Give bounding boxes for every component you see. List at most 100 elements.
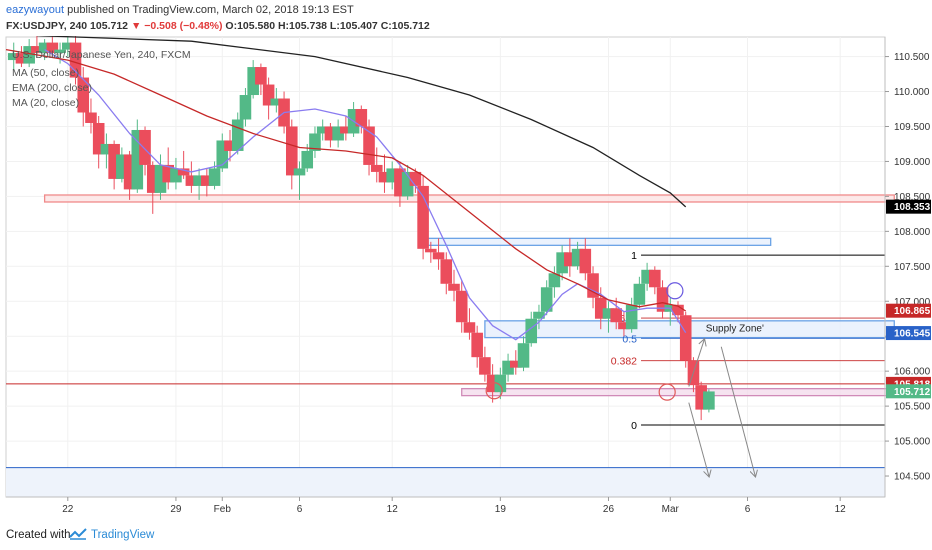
candle-down [139,129,151,165]
candle-up [216,140,229,169]
candle-down [15,53,28,64]
candle-down [177,168,190,176]
time-tick-label: 29 [170,504,182,515]
publish-line: eazywayout published on TradingView.com,… [6,4,354,16]
candle-up [54,49,66,54]
indicator-label: EMA (200, close) [12,82,92,94]
candle-down [649,269,661,288]
candle-down [656,287,669,312]
candle-up [301,150,314,169]
tradingview-brand[interactable]: TradingView [91,529,155,541]
candle-up [540,287,553,312]
candle-down [324,126,337,141]
ma50-line [5,48,687,312]
candle-down [262,84,275,106]
candle-down [224,140,236,151]
price-tick-label: 107.500 [894,262,931,273]
fib-level-label: 0.382 [611,356,637,368]
price-tick-label: 109.500 [894,122,931,133]
time-tick-label: 26 [603,504,615,515]
candle-down [594,297,607,319]
zone-purple-3 [461,387,895,397]
candle-up [61,42,74,50]
time-tick-label: 12 [835,504,847,515]
time-tick-label: 12 [387,504,399,515]
candle-up [154,164,167,193]
candle-up [703,391,715,410]
time-tick-label: 6 [297,504,303,515]
candle-down [394,168,406,197]
candle-up [625,304,638,330]
candle-down [579,248,592,274]
candle-up [100,143,113,155]
candle-up [231,119,244,151]
tradingview-logo-icon [69,528,87,540]
candle-down [85,112,97,123]
candle-down [432,252,445,260]
candle-down [672,304,684,316]
candle-down [370,164,383,172]
time-tick-label: Mar [662,504,680,515]
candle-down [146,164,159,193]
candle-down [285,126,298,176]
price-label: 105.712 [894,387,931,398]
candle-down [77,77,90,113]
candle-down [340,126,352,134]
candle-up [332,126,344,141]
marker-circle [666,282,684,300]
fib-level-label: 0.5 [622,333,637,345]
footer: Created with TradingView [0,520,932,550]
candle-down [185,175,198,186]
zone-red-0 [43,194,895,203]
price-label-box [886,384,931,399]
candle-down [509,360,522,368]
candle-down [695,385,707,410]
time-tick-label: 22 [62,504,74,515]
candle-up [533,311,545,319]
time-tick-label: Feb [214,504,232,515]
author-link[interactable]: eazywayout [6,4,65,16]
price-label-box [886,303,931,318]
projection-arrow [688,402,709,476]
candle-down [679,315,692,361]
time-tick-label: 19 [495,504,507,515]
candle-down [440,259,453,284]
candle-up [548,273,561,288]
candle-up [633,283,646,305]
candle-down [162,164,174,183]
candle-down [587,273,599,298]
candle-up [556,252,568,274]
price-label: 106.545 [894,329,931,340]
candle-up [170,168,182,183]
candle-down [255,67,267,85]
candle-up [502,360,514,375]
time-tick-label: 6 [745,504,751,515]
candle-up [23,46,35,64]
candle-up [525,318,538,344]
price-tick-label: 110.000 [894,87,930,98]
candle-up [239,95,252,120]
lower-shade [6,467,885,497]
marker-circle [485,382,503,400]
down-arrow-icon: ▼ [130,20,142,32]
price-tick-label: 108.500 [894,192,931,203]
candle-up [309,133,321,151]
candle-down [201,175,213,186]
candle-down [479,357,491,375]
price-label-box [886,199,931,214]
candle-up [386,168,398,183]
candle-down [618,322,630,330]
candle-up [270,98,283,106]
zone-blue-1 [425,237,772,246]
candle-up [571,248,584,267]
candle-up [494,374,507,393]
candle-down [69,42,82,78]
price-tick-label: 106.000 [894,367,931,378]
candle-up [247,67,259,96]
price-tick-label: 108.000 [894,227,931,238]
projection-arrow [688,340,704,387]
candle-down [564,252,576,267]
candle-down [108,143,120,179]
ma20-line [44,49,687,341]
